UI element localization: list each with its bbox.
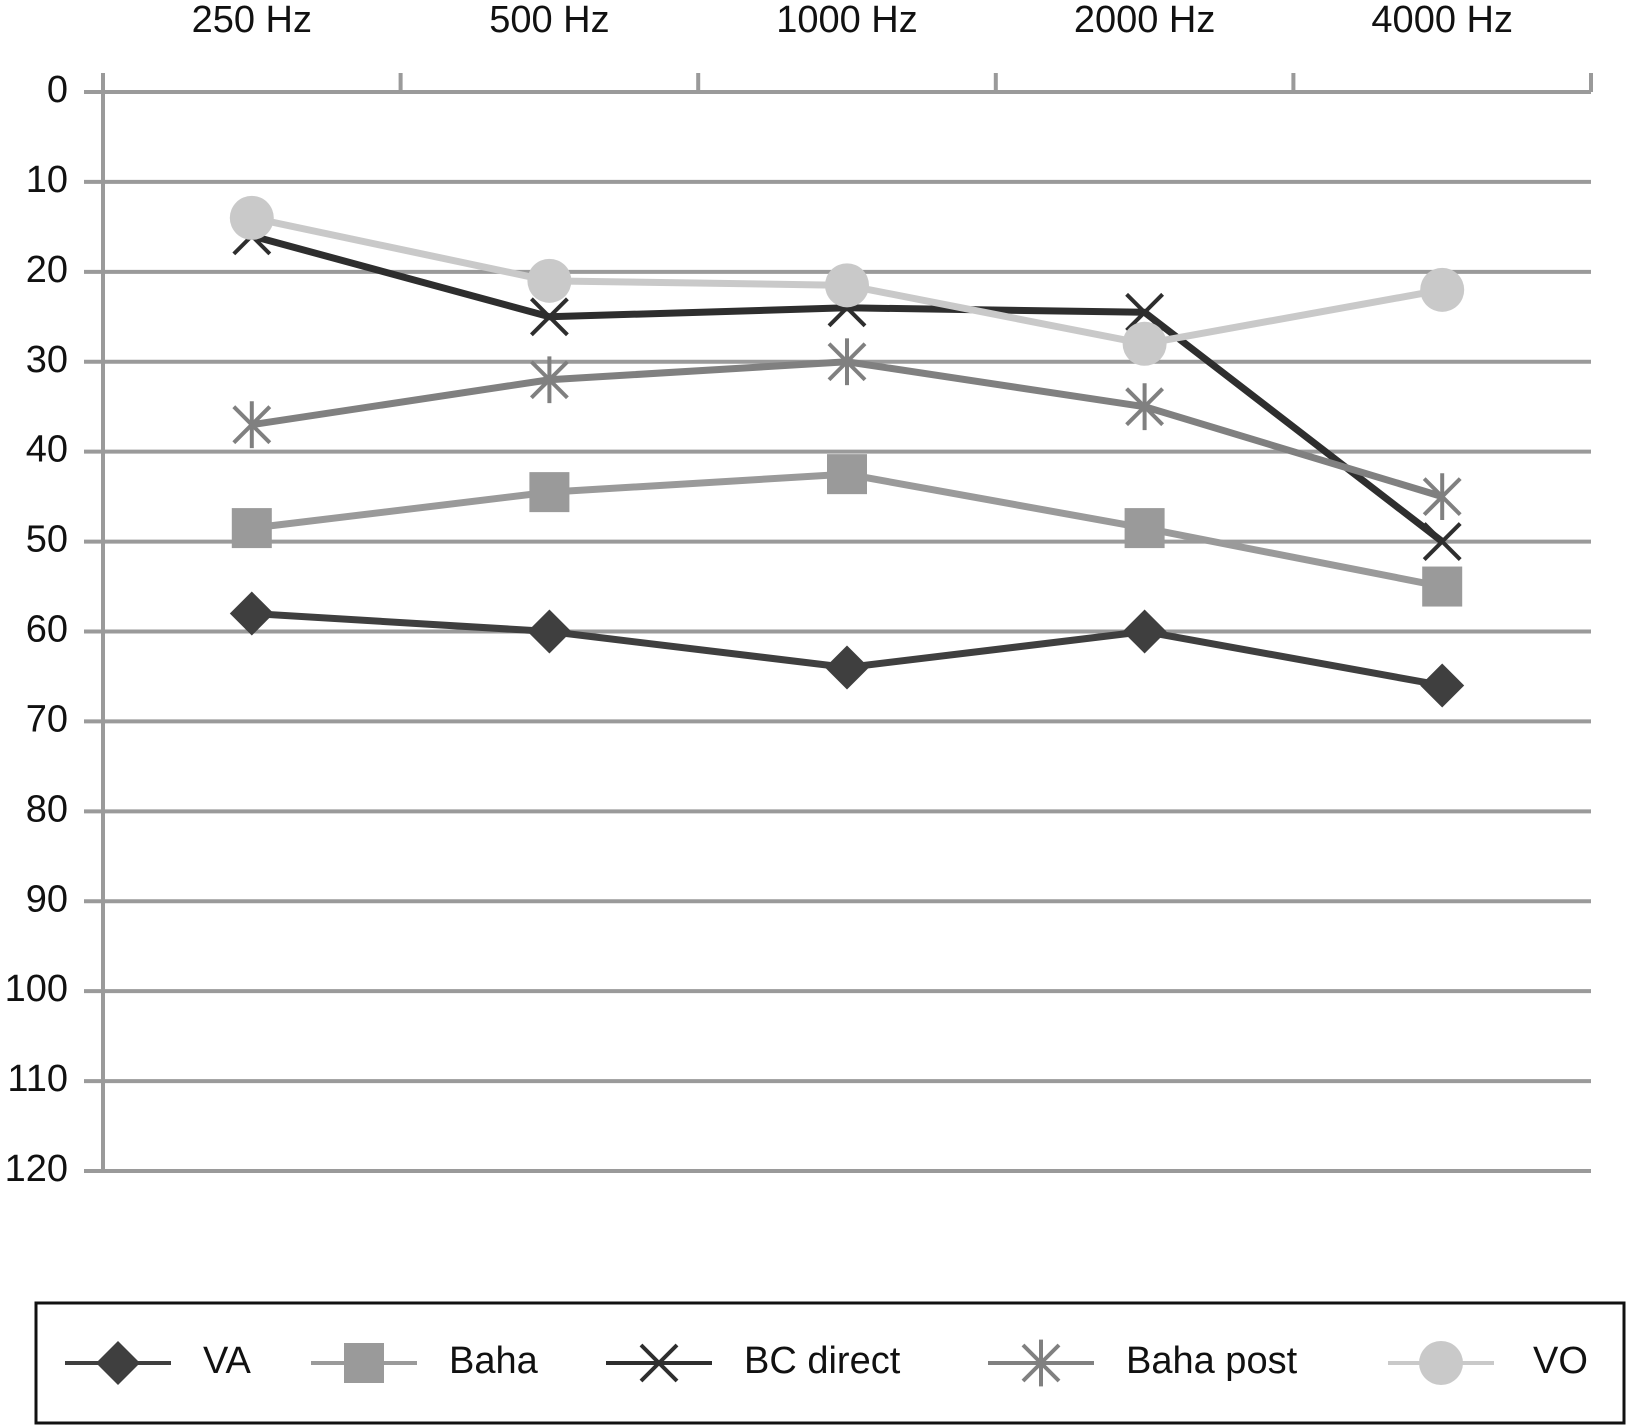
marker-diamond [825, 645, 869, 690]
marker-circle [1420, 267, 1465, 312]
marker-diamond [1122, 609, 1167, 654]
marker-circle [1419, 1341, 1463, 1385]
marker [527, 609, 572, 654]
y-tick-label: 30 [26, 339, 68, 381]
x-tick-label: 250 Hz [192, 0, 312, 41]
marker [827, 454, 867, 495]
legend-label: VA [203, 1340, 252, 1382]
marker-diamond [229, 591, 274, 636]
marker [1422, 566, 1463, 607]
legend-label: VO [1533, 1340, 1588, 1382]
marker-square [231, 508, 272, 549]
y-tick-label: 80 [26, 788, 68, 830]
marker [529, 472, 570, 513]
marker-stroke [1125, 292, 1165, 332]
marker [1419, 1341, 1463, 1385]
legend-label: Baha [449, 1340, 539, 1382]
legend-box [34, 1301, 1626, 1425]
marker-circle [1122, 321, 1167, 366]
marker [232, 401, 272, 449]
marker-circle [825, 263, 869, 308]
y-tick-label: 0 [47, 69, 68, 111]
marker [344, 1343, 384, 1383]
marker [1125, 383, 1165, 431]
y-tick-label: 40 [26, 429, 68, 471]
marker [1422, 473, 1462, 521]
marker-square [529, 472, 570, 513]
marker [527, 258, 572, 303]
x-tick-label: 500 Hz [489, 0, 609, 41]
y-tick-label: 50 [26, 519, 68, 561]
y-tick-label: 20 [26, 249, 68, 291]
marker [229, 591, 274, 636]
y-tick-label: 100 [5, 968, 68, 1010]
y-tick-label: 120 [5, 1148, 68, 1190]
marker [529, 356, 569, 404]
marker-stroke [529, 297, 569, 337]
marker [1420, 663, 1465, 708]
x-tick-label: 2000 Hz [1074, 0, 1216, 41]
x-tick-label: 4000 Hz [1371, 0, 1513, 41]
legend-label: Baha post [1126, 1340, 1298, 1382]
y-tick-label: 10 [26, 159, 68, 201]
marker [1124, 508, 1165, 549]
marker [1122, 609, 1167, 654]
marker-diamond [527, 609, 572, 654]
marker-square [827, 454, 867, 495]
marker [231, 508, 272, 549]
marker-circle [229, 195, 274, 240]
marker [827, 338, 867, 386]
marker [1422, 522, 1462, 561]
marker [1125, 292, 1165, 332]
marker-stroke [1422, 522, 1462, 561]
marker [529, 297, 569, 337]
marker [229, 195, 274, 240]
y-tick-label: 70 [26, 698, 68, 740]
y-tick-label: 110 [7, 1058, 68, 1100]
marker-diamond [1420, 663, 1465, 708]
x-tick-label: 1000 Hz [776, 0, 918, 41]
y-tick-label: 60 [26, 609, 68, 651]
marker [1420, 267, 1465, 312]
legend-label: BC direct [744, 1340, 901, 1382]
marker [825, 263, 869, 308]
marker-square [344, 1343, 384, 1383]
marker [825, 645, 869, 690]
marker [96, 1341, 140, 1385]
marker-square [1124, 508, 1165, 549]
marker-square [1422, 566, 1463, 607]
marker [639, 1343, 679, 1383]
marker [1122, 321, 1167, 366]
marker [1021, 1339, 1061, 1387]
marker-diamond [96, 1341, 140, 1385]
marker-stroke [639, 1343, 679, 1383]
marker-circle [527, 258, 572, 303]
y-tick-label: 90 [26, 878, 68, 920]
